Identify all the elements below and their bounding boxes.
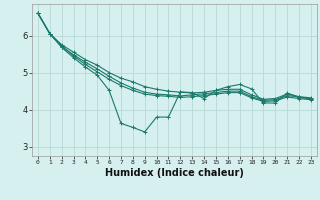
X-axis label: Humidex (Indice chaleur): Humidex (Indice chaleur) <box>105 168 244 178</box>
